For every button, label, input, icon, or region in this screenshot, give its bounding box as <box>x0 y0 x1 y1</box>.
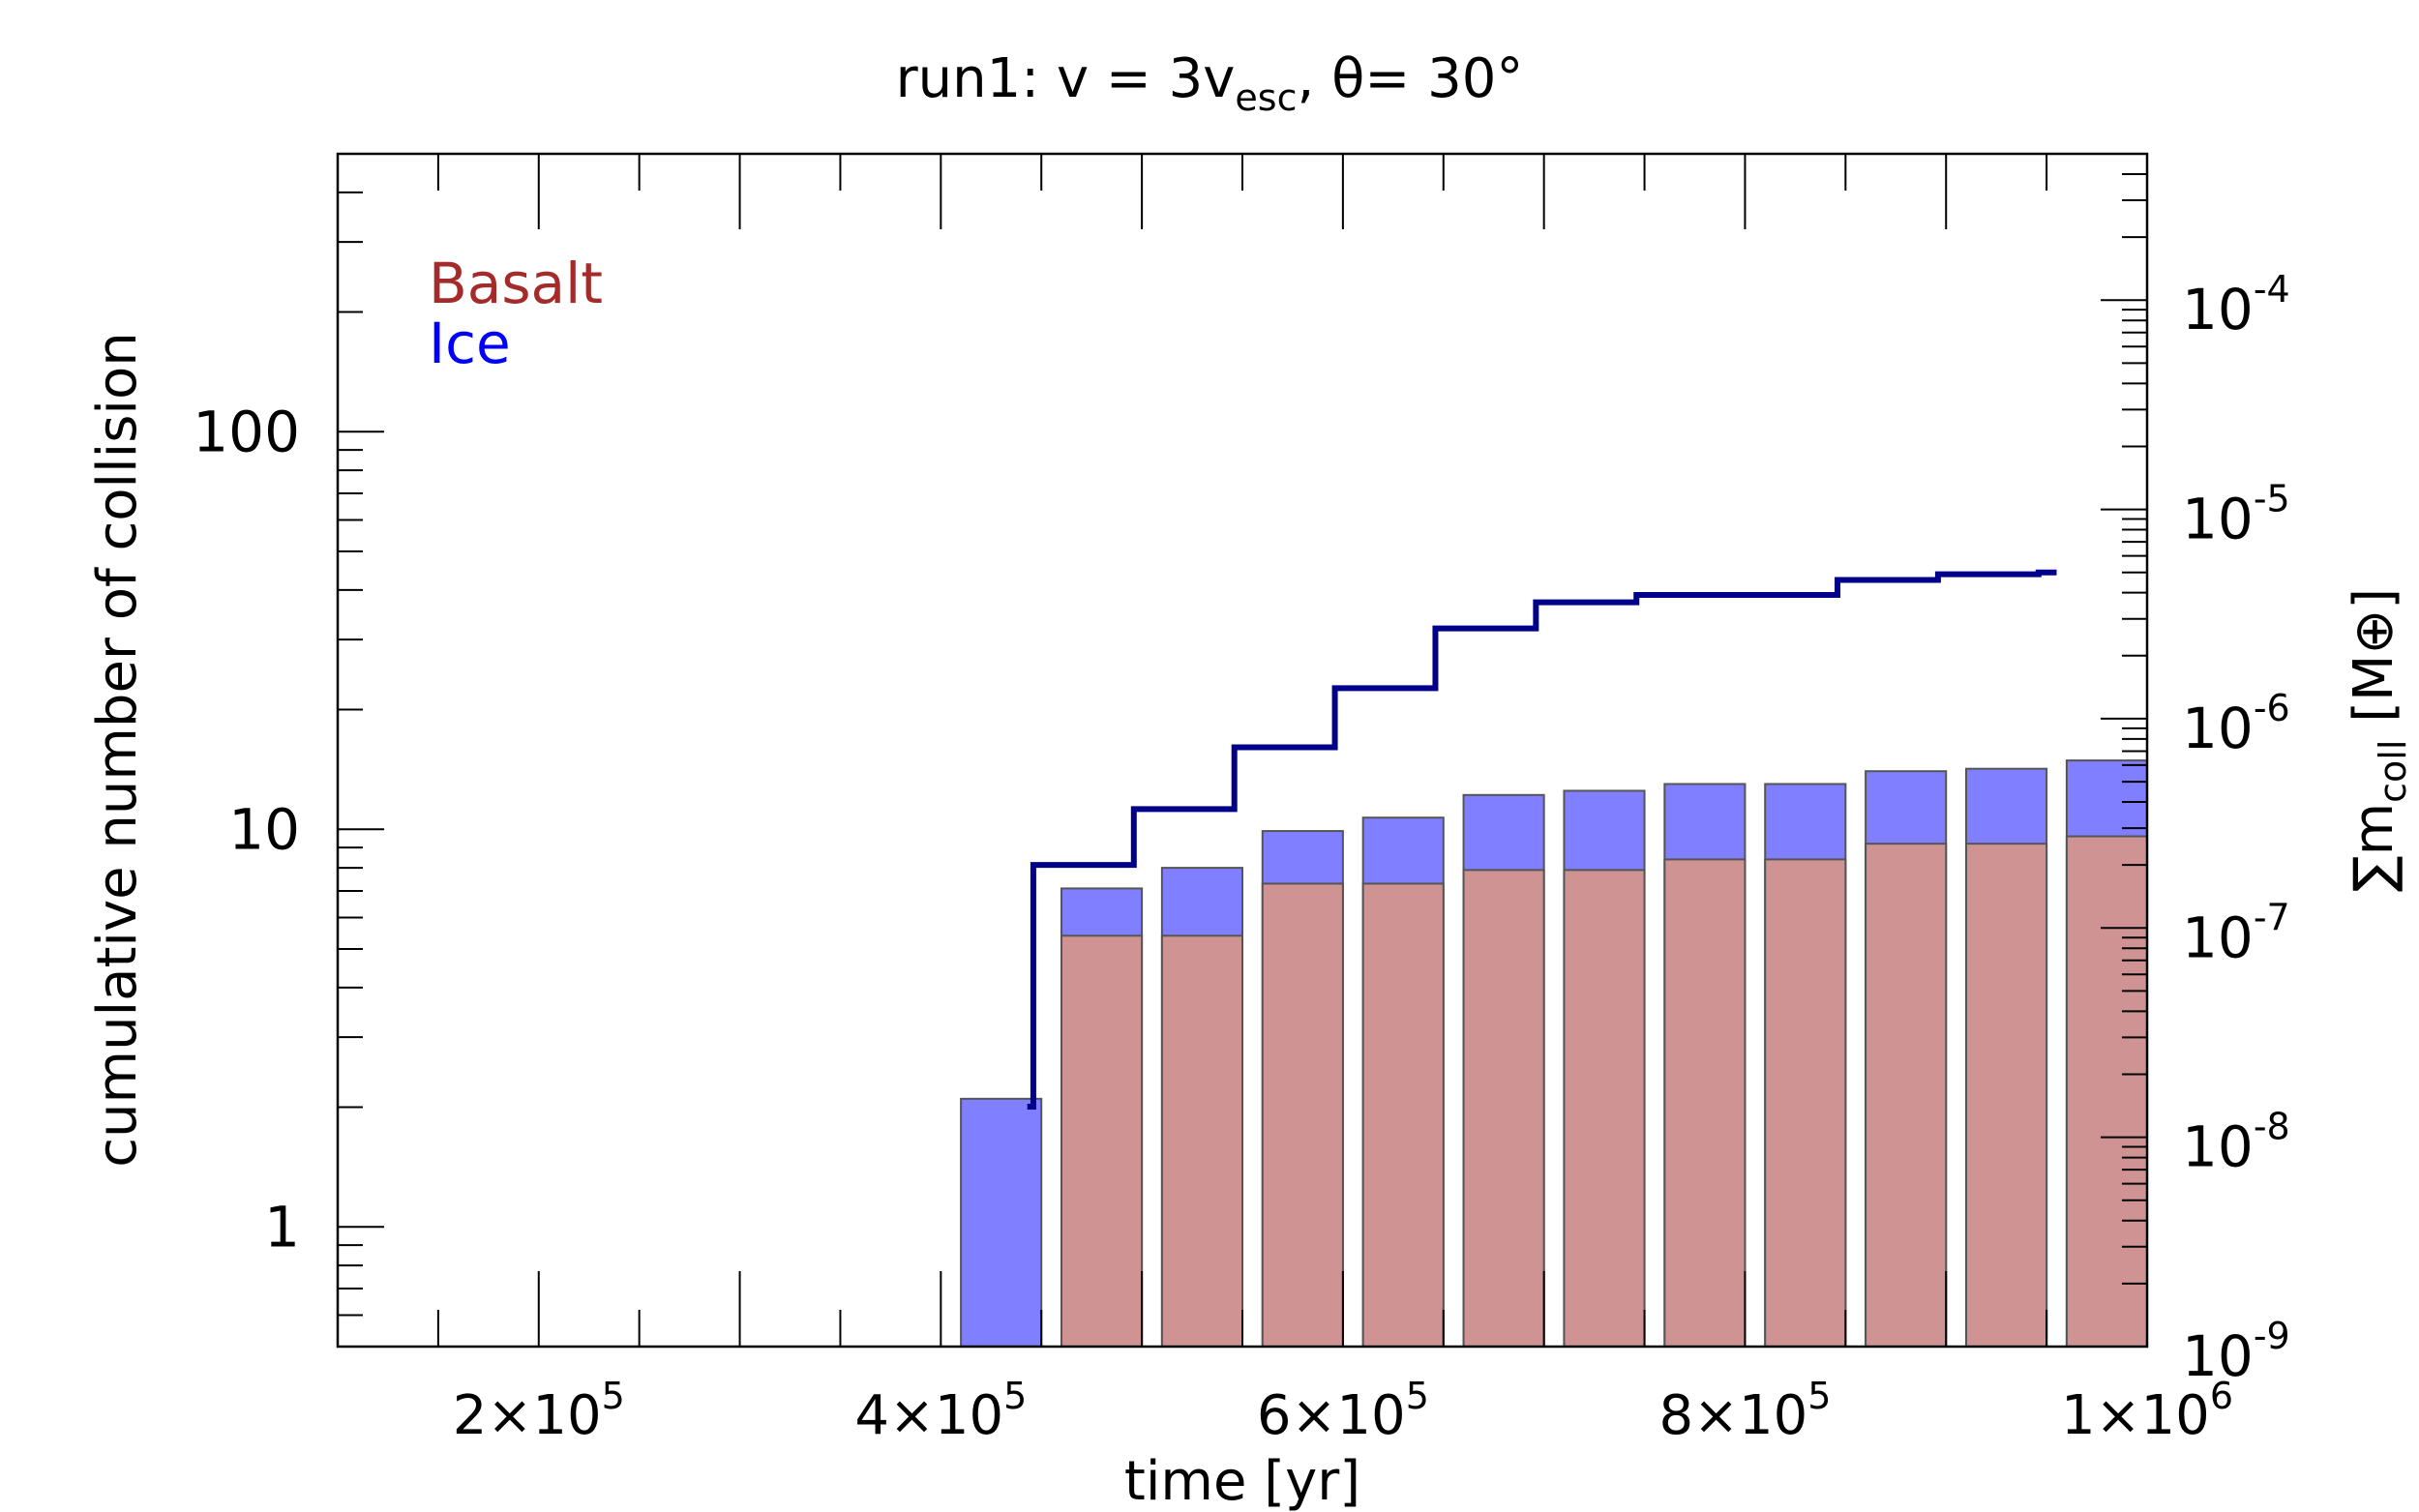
y2-tick-label-exponent: -8 <box>2254 1106 2290 1148</box>
mass-step-line <box>1027 569 2057 1111</box>
x-tick-label-exponent: 5 <box>1406 1375 1429 1417</box>
y-axis-label: cumulative number of collision <box>86 332 149 1167</box>
x-tick-label-mantissa: 2×10 <box>453 1384 602 1447</box>
y2-axis-label-subscript: coll <box>2372 740 2414 803</box>
y2-tick-label: 10-6 <box>2182 687 2290 761</box>
x-tick-label: 2×105 <box>453 1375 625 1447</box>
y2-tick-label-mantissa: 10 <box>2182 904 2254 970</box>
axes-layer: 2×105 4×105 6×105 8×105 1×10611010010-910-81… <box>193 153 2290 1447</box>
legend-ice: Ice <box>429 311 511 376</box>
basalt-bar <box>1261 882 1344 1348</box>
y-tick-label: 10 <box>228 796 300 862</box>
bars-layer <box>960 759 2149 1348</box>
basalt-bar <box>1462 869 1545 1348</box>
x-tick-label-mantissa: 4×10 <box>854 1384 1003 1447</box>
ice-bar <box>960 1097 1043 1348</box>
legend-basalt: Basalt <box>429 251 603 316</box>
x-tick-label: 4×105 <box>854 1375 1027 1447</box>
x-tick-label-mantissa: 1×10 <box>2061 1384 2210 1447</box>
y2-tick-label: 10-9 <box>2182 1315 2290 1389</box>
y2-tick-label: 10-8 <box>2182 1106 2290 1180</box>
x-tick-label-mantissa: 8×10 <box>1658 1384 1807 1447</box>
x-tick-label-exponent: 5 <box>1003 1375 1027 1417</box>
x-axis-label: time [yr] <box>1124 1450 1360 1512</box>
x-tick-label: 8×105 <box>1658 1375 1831 1447</box>
y2-tick-label-exponent: -6 <box>2254 687 2290 729</box>
y2-axis-label: ∑mcoll [M⊕] <box>2343 588 2414 892</box>
x-tick-label-exponent: 5 <box>1807 1375 1831 1417</box>
mass-line-layer <box>1027 569 2057 1111</box>
basalt-bar <box>1764 858 1847 1348</box>
y2-axis-label-suffix: [M⊕] <box>2343 588 2405 740</box>
chart-title-subscript: esc <box>1235 76 1297 119</box>
y-tick-label: 100 <box>193 399 300 464</box>
y2-tick-label-exponent: -9 <box>2254 1315 2290 1357</box>
chart-title-main: run1: v = 3v <box>896 47 1236 110</box>
x-tick-label-mantissa: 6×10 <box>1257 1384 1406 1447</box>
y2-tick-label-exponent: -5 <box>2254 478 2290 520</box>
x-tick-label: 1×106 <box>2061 1375 2233 1447</box>
y2-axis-label-main: ∑m <box>2343 803 2405 892</box>
basalt-bar <box>1060 934 1144 1348</box>
basalt-bar <box>1965 843 2048 1348</box>
y2-tick-label-mantissa: 10 <box>2182 1323 2254 1389</box>
y2-tick-label-mantissa: 10 <box>2182 696 2254 761</box>
basalt-bar <box>1865 843 1948 1348</box>
x-tick-label-exponent: 5 <box>602 1375 625 1417</box>
basalt-bar <box>1160 934 1244 1348</box>
y-tick-label: 1 <box>264 1194 300 1260</box>
y2-tick-label-exponent: -7 <box>2254 896 2290 938</box>
y2-tick-label-mantissa: 10 <box>2182 487 2254 552</box>
basalt-bar <box>1663 858 1747 1348</box>
basalt-bar <box>1361 882 1445 1348</box>
y2-tick-label: 10-4 <box>2182 268 2290 342</box>
y2-tick-label: 10-5 <box>2182 478 2290 552</box>
y2-tick-label-mantissa: 10 <box>2182 277 2254 342</box>
y2-tick-label: 10-7 <box>2182 896 2290 970</box>
chart-title-suffix: , θ= 30° <box>1297 47 1523 110</box>
x-tick-label-exponent: 6 <box>2210 1375 2233 1417</box>
x-tick-label: 6×105 <box>1257 1375 1429 1447</box>
basalt-bar <box>2065 835 2149 1348</box>
basalt-bar <box>1563 869 1646 1348</box>
y2-tick-label-exponent: -4 <box>2254 268 2290 311</box>
chart-title: run1: v = 3vesc, θ= 30° <box>896 47 1524 119</box>
y2-tick-label-mantissa: 10 <box>2182 1114 2254 1180</box>
